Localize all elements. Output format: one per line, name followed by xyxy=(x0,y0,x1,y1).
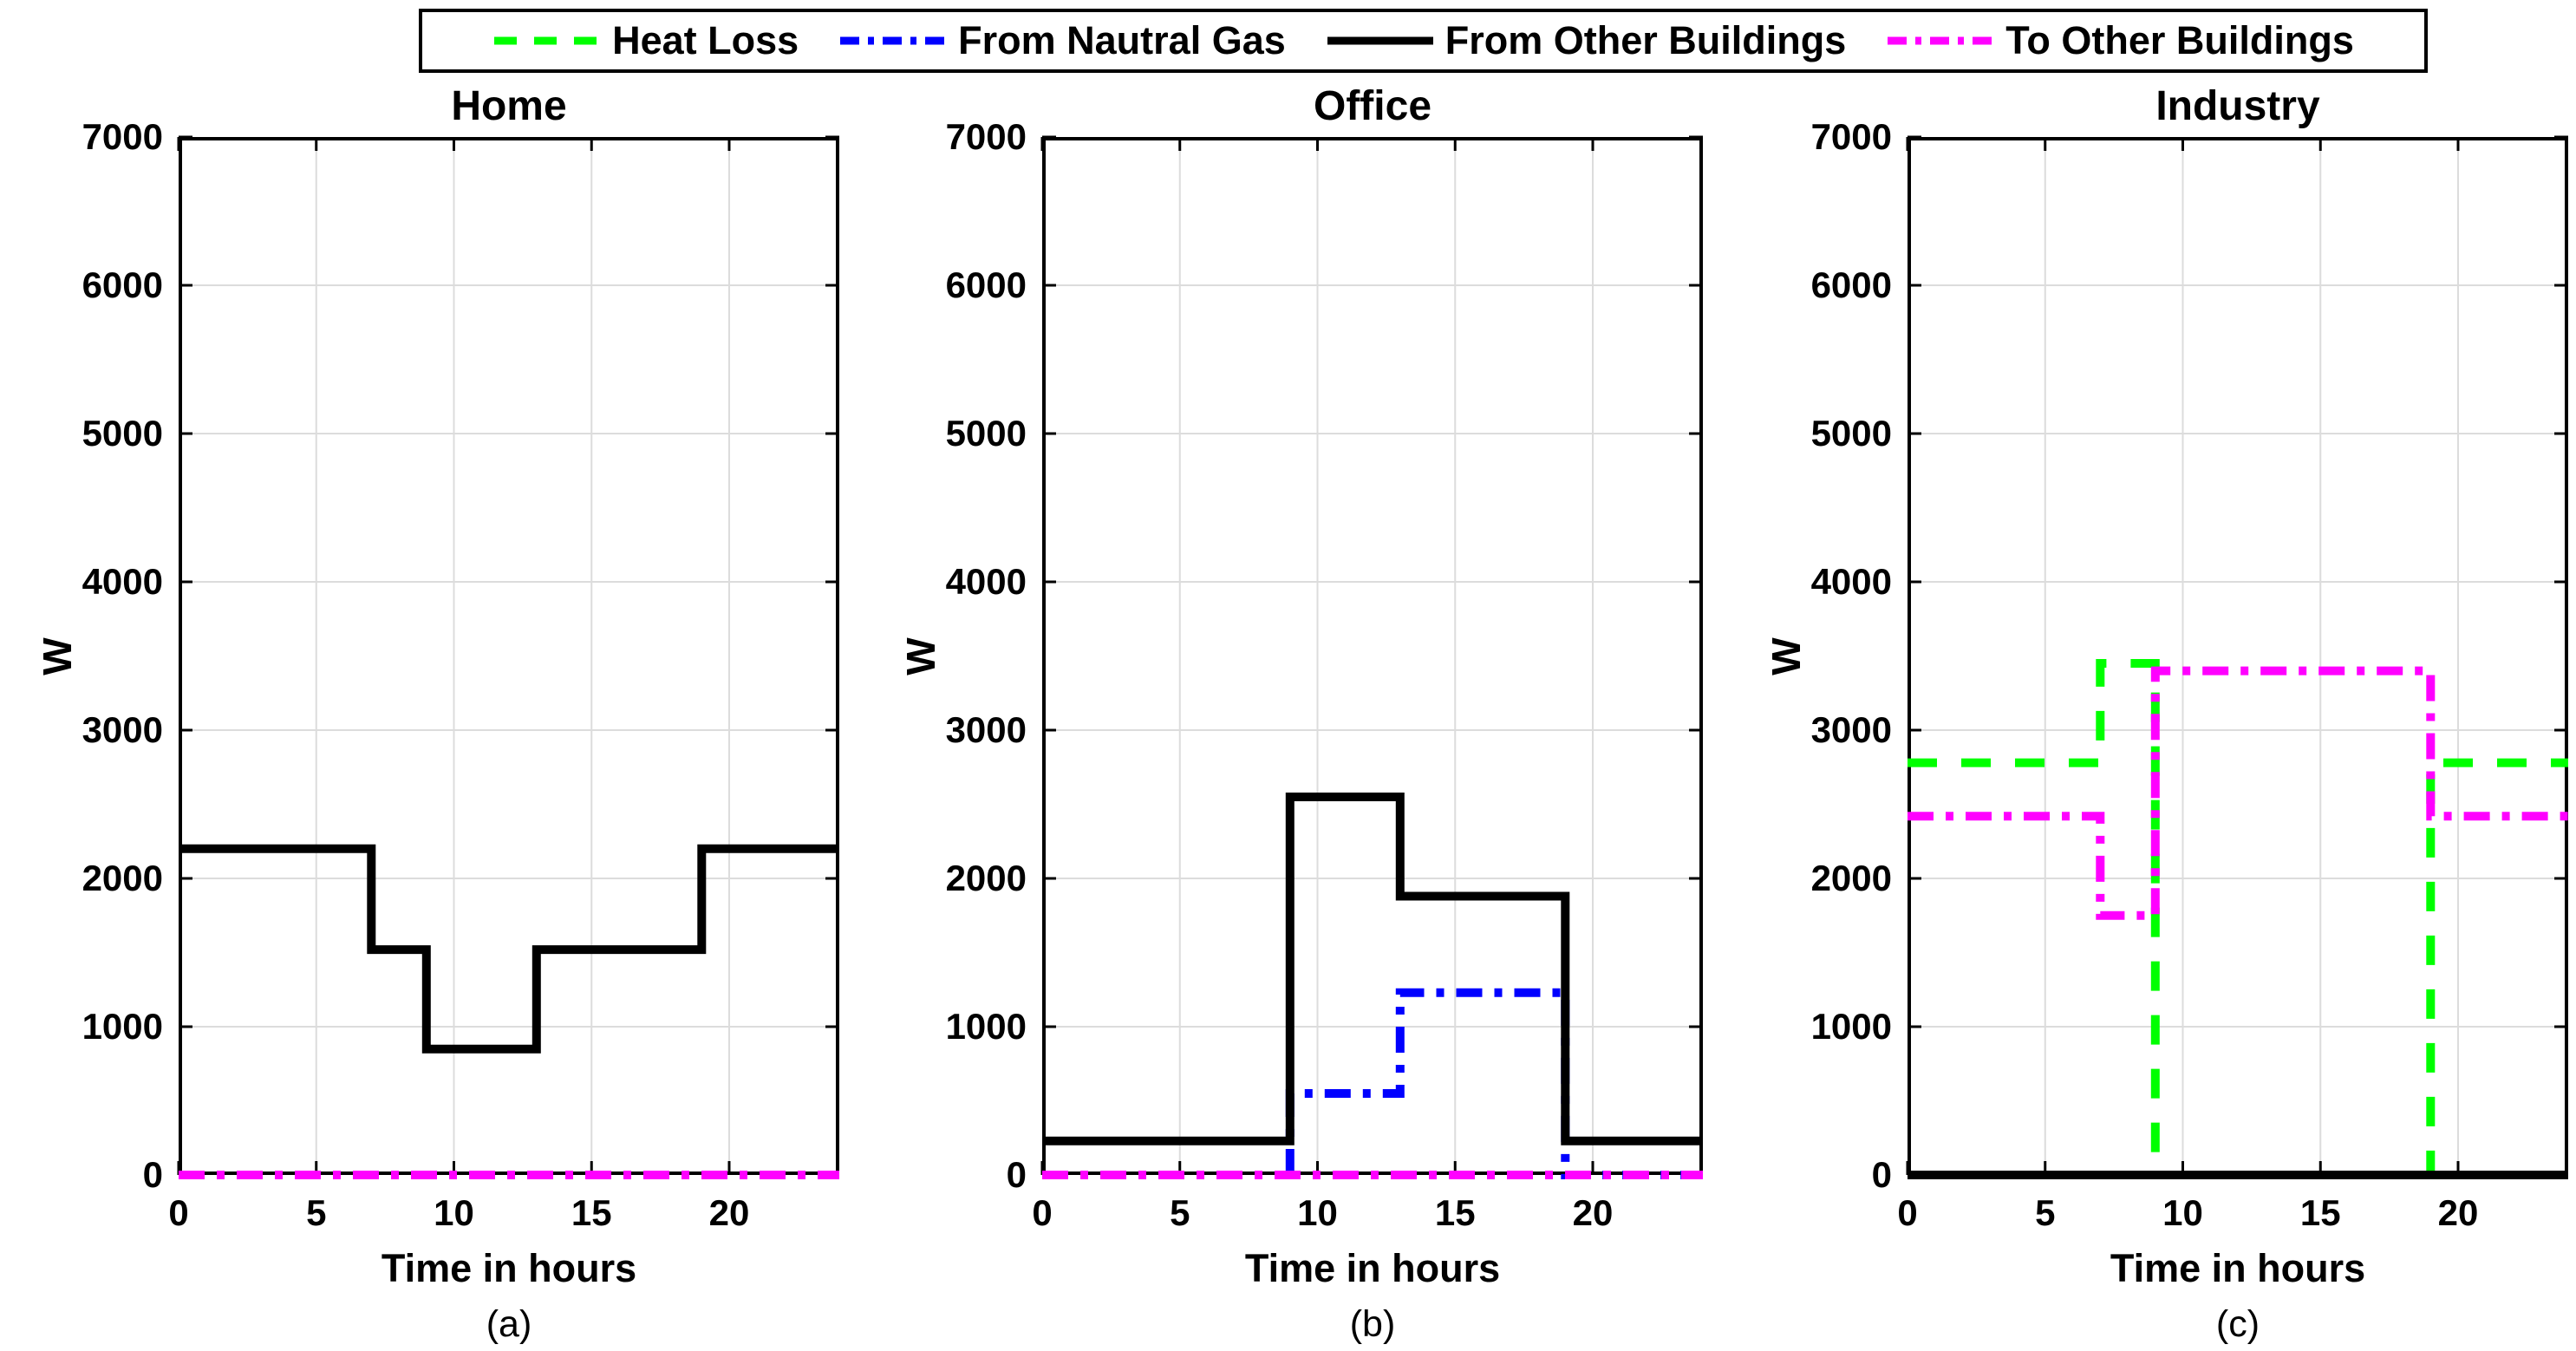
axes-border xyxy=(179,137,839,1175)
legend-label: To Other Buildings xyxy=(2005,18,2354,62)
y-tick-label: 7000 xyxy=(945,116,1027,157)
series-line xyxy=(1908,659,2568,1179)
subplot-home-title: Home xyxy=(451,83,567,129)
subplot-office-plot-area xyxy=(1040,135,1703,1179)
y-tick-label: 6000 xyxy=(945,264,1027,305)
x-tick-label: 10 xyxy=(434,1192,474,1233)
y-tick-label: 5000 xyxy=(945,413,1027,454)
y-tick-label: 0 xyxy=(142,1154,163,1195)
legend-item-from-other-buildings: From Other Buildings xyxy=(1326,18,1847,63)
x-tick-label: 10 xyxy=(2162,1192,2203,1233)
subplot-office-x-axis-label: Time in hours xyxy=(1244,1246,1501,1290)
x-tick-label: 20 xyxy=(708,1192,750,1233)
series-line xyxy=(1908,666,2568,920)
subplot-home-x-axis-label: Time in hours xyxy=(381,1246,637,1290)
subplot-industry-plot-area xyxy=(1906,135,2568,1179)
y-tick-label: 2000 xyxy=(945,858,1027,898)
x-tick-label: 15 xyxy=(571,1192,612,1233)
series-line xyxy=(1285,988,1703,1179)
heat-loss-line-sample-icon xyxy=(494,36,601,45)
subplot-industry-caption: (c) xyxy=(2215,1303,2260,1345)
y-tick-label: 7000 xyxy=(82,116,163,157)
x-tick-label: 0 xyxy=(1897,1192,1918,1233)
y-tick-label: 5000 xyxy=(82,413,163,454)
legend-label: From Nautral Gas xyxy=(958,18,1286,62)
to-other-buildings-line-sample-icon xyxy=(1888,36,1994,45)
subplot-home-caption: (a) xyxy=(486,1303,532,1345)
y-tick-label: 3000 xyxy=(82,709,163,750)
y-tick-label: 4000 xyxy=(82,561,163,602)
series-line xyxy=(179,844,839,1054)
y-tick-label: 1000 xyxy=(945,1006,1027,1047)
legend-label: From Other Buildings xyxy=(1445,18,1847,62)
x-tick-label: 10 xyxy=(1297,1192,1338,1233)
subplot-home-y-axis-label: W xyxy=(35,637,80,676)
subplot-office-title: Office xyxy=(1313,83,1432,129)
y-tick-label: 7000 xyxy=(1810,116,1892,157)
subplot-office-y-axis-label: W xyxy=(898,637,943,676)
y-tick-label: 1000 xyxy=(1810,1006,1892,1047)
x-tick-label: 0 xyxy=(1032,1192,1053,1233)
x-tick-label: 20 xyxy=(1572,1192,1614,1233)
x-tick-label: 20 xyxy=(2437,1192,2479,1233)
y-tick-label: 6000 xyxy=(82,264,163,305)
y-tick-label: 2000 xyxy=(82,858,163,898)
subplot-industry-y-axis-label: W xyxy=(1764,637,1809,676)
from-other-buildings-line-sample-icon xyxy=(1327,36,1433,45)
y-tick-label: 4000 xyxy=(1810,561,1892,602)
y-tick-label: 1000 xyxy=(82,1006,163,1047)
y-tick-label: 4000 xyxy=(945,561,1027,602)
x-tick-label: 5 xyxy=(306,1192,327,1233)
x-tick-label: 0 xyxy=(168,1192,189,1233)
y-tick-label: 0 xyxy=(1871,1154,1892,1195)
subplot-home-plot-area xyxy=(177,135,839,1179)
legend-item-natural-gas: From Nautral Gas xyxy=(838,18,1286,63)
y-tick-label: 5000 xyxy=(1810,413,1892,454)
legend-box: Heat Loss From Nautral Gas From Other Bu… xyxy=(419,9,2428,73)
axes-border xyxy=(1042,137,1703,1175)
natural-gas-line-sample-icon xyxy=(840,36,947,45)
legend-label: Heat Loss xyxy=(612,18,799,62)
series-line xyxy=(1042,793,1703,1145)
legend-item-heat-loss: Heat Loss xyxy=(492,18,799,63)
subplot-industry-title: Industry xyxy=(2155,83,2320,129)
x-tick-label: 5 xyxy=(2035,1192,2056,1233)
y-tick-label: 3000 xyxy=(945,709,1027,750)
y-tick-label: 6000 xyxy=(1810,264,1892,305)
x-tick-label: 5 xyxy=(1170,1192,1190,1233)
axes-border xyxy=(1908,137,2568,1175)
legend-item-to-other-buildings: To Other Buildings xyxy=(1886,18,2354,63)
y-tick-label: 2000 xyxy=(1810,858,1892,898)
y-tick-label: 0 xyxy=(1006,1154,1027,1195)
y-tick-label: 3000 xyxy=(1810,709,1892,750)
x-tick-label: 15 xyxy=(1434,1192,1476,1233)
subplot-industry-x-axis-label: Time in hours xyxy=(2110,1246,2366,1290)
x-tick-label: 15 xyxy=(2299,1192,2341,1233)
subplot-office-caption: (b) xyxy=(1349,1303,1396,1345)
